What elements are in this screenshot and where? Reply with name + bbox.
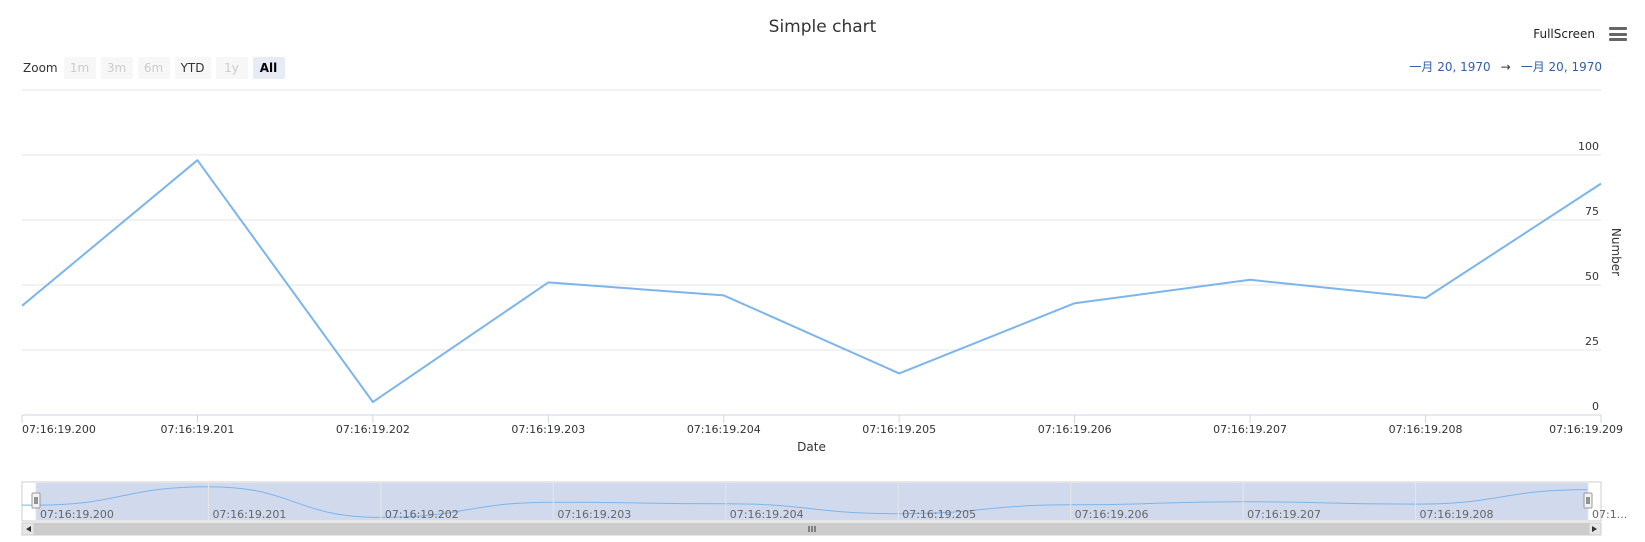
y-tick-label: 25: [1585, 335, 1599, 348]
x-tick-label: 07:16:19.206: [1038, 423, 1112, 436]
navigator-series-line: [22, 486, 1589, 518]
x-tick-label: 07:16:19.204: [687, 423, 761, 436]
y-tick-label: 50: [1585, 270, 1599, 283]
range-to-input[interactable]: 一月 20, 1970: [1520, 60, 1602, 74]
x-tick-label: 07:16:19.200: [22, 423, 96, 436]
zoom-label: Zoom: [23, 61, 58, 75]
zoom-ytd-button[interactable]: YTD: [174, 57, 211, 79]
y-axis: 0 25 50 75 100: [1578, 140, 1599, 413]
navigator-right-handle[interactable]: [1583, 492, 1593, 509]
x-axis: 07:16:19.200 07:16:19.201 07:16:19.202 07:1…: [21, 414, 1623, 436]
hamburger-menu-icon[interactable]: [1609, 27, 1627, 41]
chart-title: Simple chart: [768, 17, 877, 37]
navigator-x-label: 07:16:19.200: [40, 508, 114, 521]
navigator-x-label: 07:16:19.206: [1075, 508, 1149, 521]
series-line: [21, 159, 1602, 403]
zoom-all-button[interactable]: All: [252, 57, 285, 79]
navigator-outline: [21, 481, 1602, 522]
navigator-x-label: 07:16:19.204: [730, 508, 804, 521]
navigator-x-label: 07:16:19.201: [212, 508, 286, 521]
navigator: 07:16:19.200 07:16:19.201 07:16:19.202 07:1…: [21, 481, 1627, 536]
x-tick-label: 07:16:19.209: [1549, 423, 1623, 436]
y-tick-label: 75: [1585, 205, 1599, 218]
x-tick-label: 07:16:19.207: [1213, 423, 1287, 436]
x-tick-label: 07:16:19.205: [862, 423, 936, 436]
scroll-right-arrow-icon: [1592, 526, 1597, 532]
grid-lines: [22, 89, 1601, 351]
navigator-left-handle[interactable]: [31, 492, 41, 509]
navigator-x-label: 07:1...: [1592, 508, 1627, 521]
zoom-3m-button[interactable]: 3m: [100, 57, 133, 79]
y-axis-title: Number: [1609, 228, 1623, 276]
navigator-x-label: 07:16:19.205: [902, 508, 976, 521]
zoom-1y-button[interactable]: 1y: [215, 57, 248, 79]
navigator-x-label: 07:16:19.202: [385, 508, 459, 521]
series-group: [21, 159, 1602, 403]
range-from-input[interactable]: 一月 20, 1970: [1409, 60, 1491, 74]
fullscreen-button[interactable]: FullScreen: [1533, 27, 1595, 41]
scroll-left-arrow-icon: [26, 526, 31, 532]
y-tick-label: 100: [1578, 140, 1599, 153]
zoom-1m-button[interactable]: 1m: [63, 57, 96, 79]
navigator-x-label: 07:16:19.203: [557, 508, 631, 521]
zoom-6m-button[interactable]: 6m: [137, 57, 170, 79]
x-axis-title: Date: [797, 440, 826, 454]
x-tick-label: 07:16:19.202: [336, 423, 410, 436]
y-tick-label: 0: [1592, 400, 1599, 413]
navigator-x-label: 07:16:19.208: [1420, 508, 1494, 521]
navigator-x-label: 07:16:19.207: [1247, 508, 1321, 521]
range-arrow-icon: →: [1500, 59, 1511, 74]
x-tick-label: 07:16:19.208: [1389, 423, 1463, 436]
date-range: 一月 20, 1970 → 一月 20, 1970: [1409, 58, 1602, 75]
navigator-mask: [36, 483, 1588, 520]
x-tick-label: 07:16:19.203: [511, 423, 585, 436]
range-selector: Zoom 1m 3m 6m YTD 1y All: [23, 57, 290, 79]
x-tick-label: 07:16:19.201: [160, 423, 234, 436]
